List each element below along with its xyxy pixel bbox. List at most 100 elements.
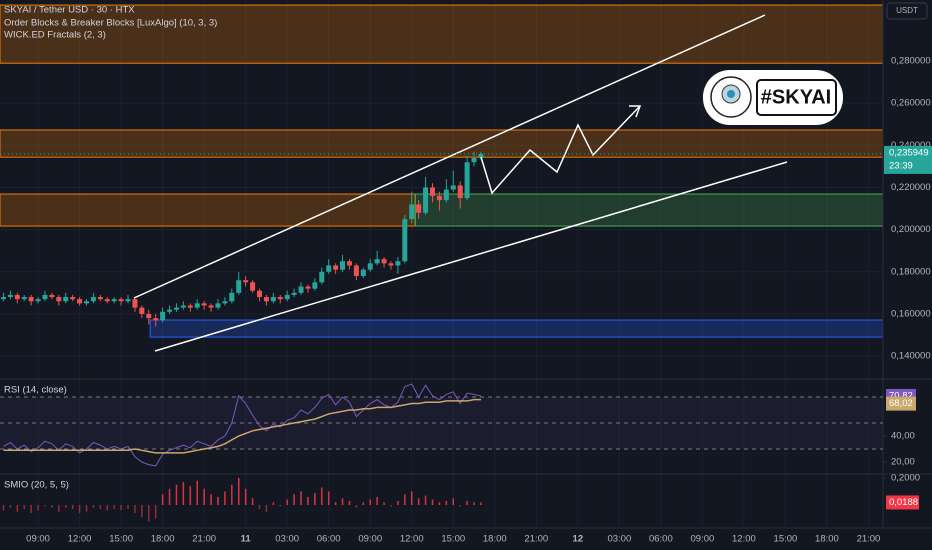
order-block	[0, 4, 884, 64]
y-tick-label: 0,180000	[891, 266, 931, 277]
candle-body	[381, 259, 387, 264]
candle-body	[42, 294, 48, 300]
candle-body	[388, 263, 394, 266]
candle-body	[326, 265, 332, 272]
candle-body	[402, 219, 408, 262]
x-tick-label: 11	[241, 534, 252, 545]
channel-lower	[154, 161, 788, 352]
candle-body	[229, 292, 235, 302]
x-tick-label: 21:00	[192, 534, 216, 545]
smio-value-label: 0,0188	[889, 497, 918, 508]
x-tick-label: 12	[573, 534, 584, 545]
y-tick-label: 0,280000	[891, 56, 931, 67]
candle-body	[374, 259, 380, 264]
rsi-line	[3, 398, 481, 454]
candle-body	[56, 297, 62, 302]
candle-body	[367, 263, 373, 270]
candle-body	[423, 187, 429, 213]
chart-title: SKYAI / Tether USD · 30 · HTX	[4, 5, 135, 16]
candle-body	[14, 294, 20, 300]
candle-body	[284, 294, 290, 300]
smio-title: SMIO (20, 5, 5)	[4, 480, 69, 491]
x-tick-label: 09:00	[358, 534, 382, 545]
currency-box[interactable]	[886, 2, 928, 20]
rsi-value-box	[886, 396, 916, 411]
badge: #SKYAI	[703, 70, 843, 125]
candle-body	[464, 162, 470, 199]
candle-body	[360, 269, 366, 276]
x-tick-label: 15:00	[441, 534, 465, 545]
candle-body	[236, 280, 242, 293]
smio-tick-label: 0,2000	[891, 472, 920, 483]
candle-body	[443, 189, 449, 201]
x-tick-label: 12:00	[400, 534, 424, 545]
x-tick-label: 03:00	[607, 534, 631, 545]
candle-body	[319, 271, 325, 283]
candle-body	[118, 299, 124, 302]
x-tick-label: 15:00	[109, 534, 133, 545]
candle-body	[305, 286, 311, 289]
x-tick-label: 18:00	[815, 534, 839, 545]
candle-body	[409, 204, 415, 220]
candle-body	[208, 305, 214, 308]
candle-body	[333, 265, 339, 270]
candle-body	[180, 305, 186, 308]
candle-body	[291, 292, 297, 295]
countdown: 23:39	[889, 160, 913, 171]
rsi-value-label: 70,82	[889, 390, 913, 401]
projection-arrow	[629, 105, 642, 118]
candle-body	[222, 301, 228, 304]
candle-body	[250, 282, 256, 291]
candle-body	[7, 294, 13, 298]
candle-body	[263, 297, 269, 302]
candle-body	[450, 185, 456, 190]
rsi-tick-label: 20,00	[891, 457, 915, 468]
x-tick-label: 18:00	[483, 534, 507, 545]
badge-logo-eye	[727, 90, 735, 98]
smio-value-box	[886, 495, 919, 510]
x-tick-label: 06:00	[317, 534, 341, 545]
x-tick-label: 21:00	[524, 534, 548, 545]
candle-body	[167, 309, 173, 312]
order-block	[0, 129, 884, 158]
y-tick-label: 0,240000	[891, 140, 931, 151]
candle-body	[471, 158, 477, 163]
candle-body	[436, 195, 442, 201]
rsi-tick-label: 40,00	[891, 431, 915, 442]
x-tick-label: 12:00	[732, 534, 756, 545]
y-tick-label: 0,200000	[891, 224, 931, 235]
y-tick-label: 0,140000	[891, 351, 931, 362]
rsi-title: RSI (14, close)	[4, 385, 67, 396]
y-tick-label: 0,260000	[891, 98, 931, 109]
last-price-box	[884, 145, 932, 174]
x-tick-label: 06:00	[649, 534, 673, 545]
indicator-label: WICK.ED Fractals (2, 3)	[4, 30, 106, 41]
candle-body	[353, 265, 359, 276]
candle-body	[139, 307, 145, 314]
channel-upper	[133, 14, 766, 299]
rsi-value-label: 68,02	[889, 398, 913, 409]
candle-body	[457, 185, 463, 199]
candle-body	[97, 297, 103, 300]
x-tick-label: 12:00	[68, 534, 92, 545]
candle-body	[312, 282, 318, 289]
indicator-label: Order Blocks & Breaker Blocks [LuxAlgo] …	[4, 18, 217, 29]
candle-body	[416, 204, 422, 213]
order-block	[149, 319, 884, 338]
badge-tag-box	[756, 79, 837, 116]
candle-body	[63, 297, 69, 302]
candle-body	[201, 303, 207, 306]
x-tick-label: 03:00	[275, 534, 299, 545]
candle-body	[49, 294, 55, 298]
candle-body	[104, 299, 110, 302]
x-tick-label: 15:00	[774, 534, 798, 545]
y-tick-label: 0,160000	[891, 308, 931, 319]
candle-body	[173, 307, 179, 310]
x-tick-label: 09:00	[26, 534, 50, 545]
candle-body	[270, 297, 276, 302]
candle-body	[340, 261, 346, 270]
projection-path	[480, 105, 641, 195]
candle-body	[395, 261, 401, 266]
candle-body	[277, 297, 283, 300]
